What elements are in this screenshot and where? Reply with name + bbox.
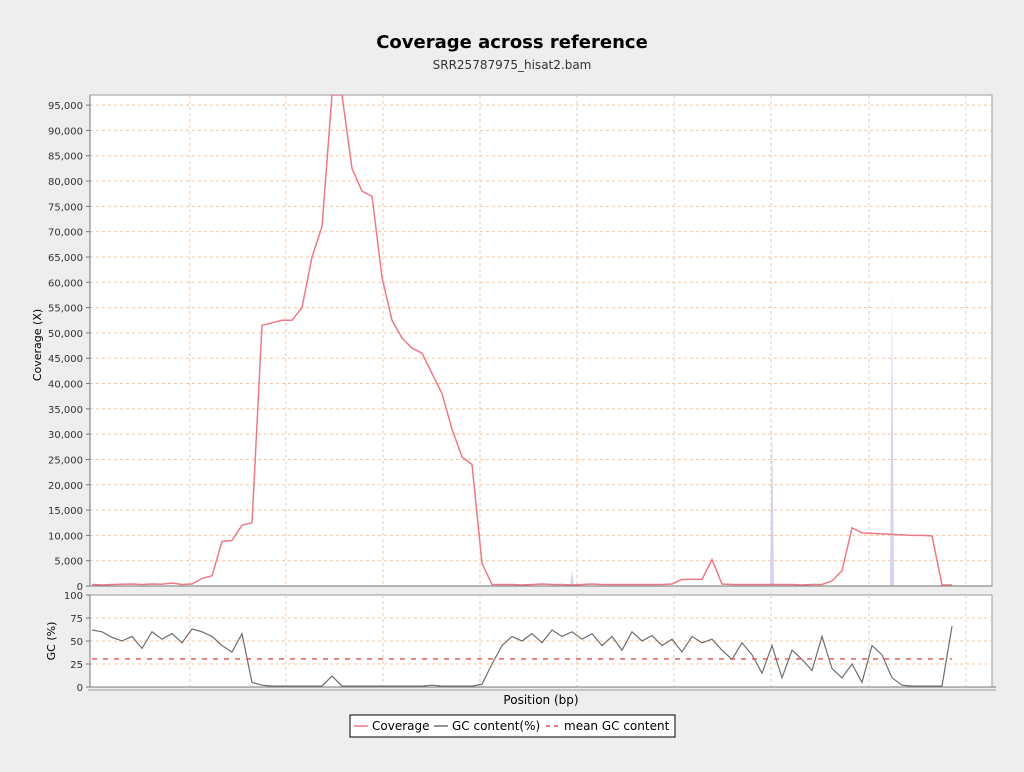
coverage-y-tick-label: 90,000	[48, 126, 83, 137]
chart-subtitle: SRR25787975_hisat2.bam	[433, 58, 592, 72]
coverage-y-tick-label: 95,000	[48, 101, 83, 112]
coverage-spike	[890, 292, 894, 586]
legend-label-gc: GC content(%)	[452, 719, 540, 733]
chart-title: Coverage across reference	[376, 32, 648, 53]
coverage-y-tick-label: 15,000	[48, 506, 83, 517]
coverage-y-tick-label: 75,000	[48, 202, 83, 213]
legend-label-coverage: Coverage	[372, 719, 430, 733]
coverage-y-tick-label: 10,000	[48, 531, 83, 542]
gc-y-tick-label: 100	[64, 591, 83, 602]
coverage-panel	[89, 94, 993, 587]
coverage-y-tick-label: 45,000	[48, 354, 83, 365]
coverage-line	[91, 95, 952, 586]
coverage-y-tick-label: 30,000	[48, 430, 83, 441]
coverage-y-tick-label: 70,000	[48, 228, 83, 239]
coverage-y-tick-label: 0	[77, 582, 83, 593]
coverage-y-tick-label: 50,000	[48, 329, 83, 340]
coverage-spike	[770, 418, 774, 586]
coverage-y-tick-label: 25,000	[48, 455, 83, 466]
coverage-y-axis-label: Coverage (X)	[31, 309, 44, 381]
coverage-y-tick-label: 40,000	[48, 380, 83, 391]
legend-label-mean-gc: mean GC content	[564, 719, 670, 733]
coverage-y-tick-label: 35,000	[48, 405, 83, 416]
coverage-y-tick-label: 65,000	[48, 253, 83, 264]
coverage-y-tick-label: 20,000	[48, 481, 83, 492]
gc-y-tick-label: 75	[70, 614, 83, 625]
coverage-y-tick-label: 80,000	[48, 177, 83, 188]
gc-y-tick-label: 25	[70, 660, 83, 671]
gc-content-line	[91, 626, 953, 687]
coverage-y-tick-label: 60,000	[48, 278, 83, 289]
coverage-y-tick-label: 5,000	[54, 557, 83, 568]
coverage-spike	[570, 570, 574, 586]
coverage-y-tick-label: 85,000	[48, 152, 83, 163]
gc-y-tick-label: 0	[77, 683, 83, 694]
gc-y-axis-label: GC (%)	[45, 622, 58, 661]
gc-y-tick-label: 50	[70, 637, 83, 648]
legend: Coverage GC content(%) mean GC content	[349, 714, 676, 738]
coverage-y-tick-label: 55,000	[48, 304, 83, 315]
x-axis-label: Position (bp)	[503, 693, 578, 707]
